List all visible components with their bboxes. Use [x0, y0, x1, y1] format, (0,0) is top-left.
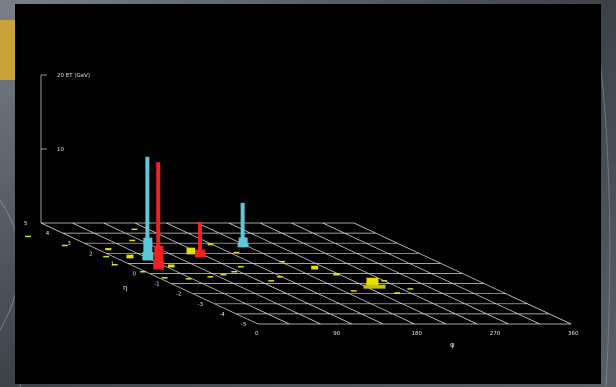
event-display-panel: 20 ET (GeV) 10 0 90 180 270 360 5 4 3 2 1 0 -1 -2 -3-…	[15, 4, 601, 384]
phi-axis-label: φ	[450, 341, 455, 349]
energy-deposit	[167, 264, 175, 268]
phi-tick-label: 270	[490, 331, 501, 337]
eta-tick-label: -1	[154, 282, 159, 288]
energy-deposit	[311, 265, 319, 270]
eta-phi-grid	[40, 222, 572, 325]
yellow-detector-edge	[0, 20, 16, 80]
energy-deposits	[25, 228, 414, 294]
lego-plot: 20 ET (GeV)10 0 90 180 270 360 543210-1-2-3-…	[24, 73, 579, 349]
energy-deposit	[25, 235, 31, 238]
tower-cyan-1	[142, 156, 154, 261]
phi-tick-label: 360	[568, 331, 579, 337]
tower-body	[238, 237, 248, 248]
eta-tick-label: 5	[24, 221, 28, 227]
tower-spike	[197, 221, 202, 258]
energy-deposit	[207, 276, 214, 278]
et-tick-label: 20 ET (GeV)	[57, 73, 90, 79]
tower-base	[237, 243, 249, 248]
energy-deposit	[131, 228, 138, 231]
energy-deposit	[407, 288, 414, 290]
phi-tick-label: 180	[412, 331, 423, 337]
energy-deposit	[381, 280, 388, 282]
phi-tick-label: 0	[255, 331, 259, 337]
eta-tick-label: 1	[111, 261, 115, 267]
energy-deposit	[129, 239, 136, 242]
energy-deposit	[279, 260, 286, 263]
eta-tick-label: -3	[198, 302, 204, 308]
energy-deposit	[161, 277, 168, 279]
tower-body	[154, 245, 164, 270]
energy-deposit	[207, 243, 214, 246]
tower-cyan-2	[237, 202, 249, 248]
energy-deposit	[220, 274, 227, 276]
energy-deposit	[366, 277, 379, 287]
eta-tick-label: 4	[46, 231, 50, 237]
energy-deposit	[231, 271, 238, 273]
tower-spike	[156, 162, 161, 270]
eta-tick-label: -5	[241, 322, 247, 328]
tower-red-1	[153, 162, 165, 270]
tower-base	[142, 252, 154, 261]
tower-body	[195, 249, 205, 258]
eta-tick-label: 2	[89, 251, 93, 257]
tower-base	[153, 260, 165, 270]
energy-deposit	[140, 271, 146, 273]
energy-deposit	[126, 254, 134, 259]
eta-tick-label: 0	[133, 272, 137, 278]
tower-body	[143, 237, 153, 261]
tower-red-2	[194, 221, 206, 258]
tower-spike	[145, 156, 150, 261]
eta-tick-label: 3	[67, 241, 71, 247]
phi-tick-labels: 0 90 180 270 360	[255, 331, 579, 337]
energy-deposit	[105, 248, 112, 251]
et-axis: 20 ET (GeV) 10	[40, 73, 90, 223]
energy-deposit	[333, 273, 340, 276]
eta-tick-labels: 5 4 3 2 1 0 -1 -2 -3 -4 -5	[24, 221, 247, 328]
energy-deposit	[350, 290, 357, 292]
energy-deposit	[186, 247, 196, 255]
energy-deposit-base	[363, 284, 386, 289]
energy-deposit	[277, 276, 283, 278]
energy-deposit	[111, 263, 118, 266]
energy-towers	[142, 156, 249, 270]
eta-tick-label: -2	[176, 292, 181, 298]
energy-deposit	[394, 292, 401, 294]
tower-base	[194, 254, 206, 258]
tower-spike	[240, 202, 245, 248]
energy-deposit	[61, 244, 68, 247]
eta-tick-label: -4	[219, 312, 225, 318]
energy-deposit	[233, 251, 240, 254]
eta-axis-label: η	[123, 284, 127, 292]
et-tick-label: 10	[57, 147, 64, 153]
energy-deposit	[103, 255, 109, 258]
energy-deposit	[268, 280, 275, 282]
phi-tick-label: 90	[333, 331, 340, 337]
energy-deposit	[237, 265, 244, 268]
energy-deposit	[185, 278, 192, 280]
